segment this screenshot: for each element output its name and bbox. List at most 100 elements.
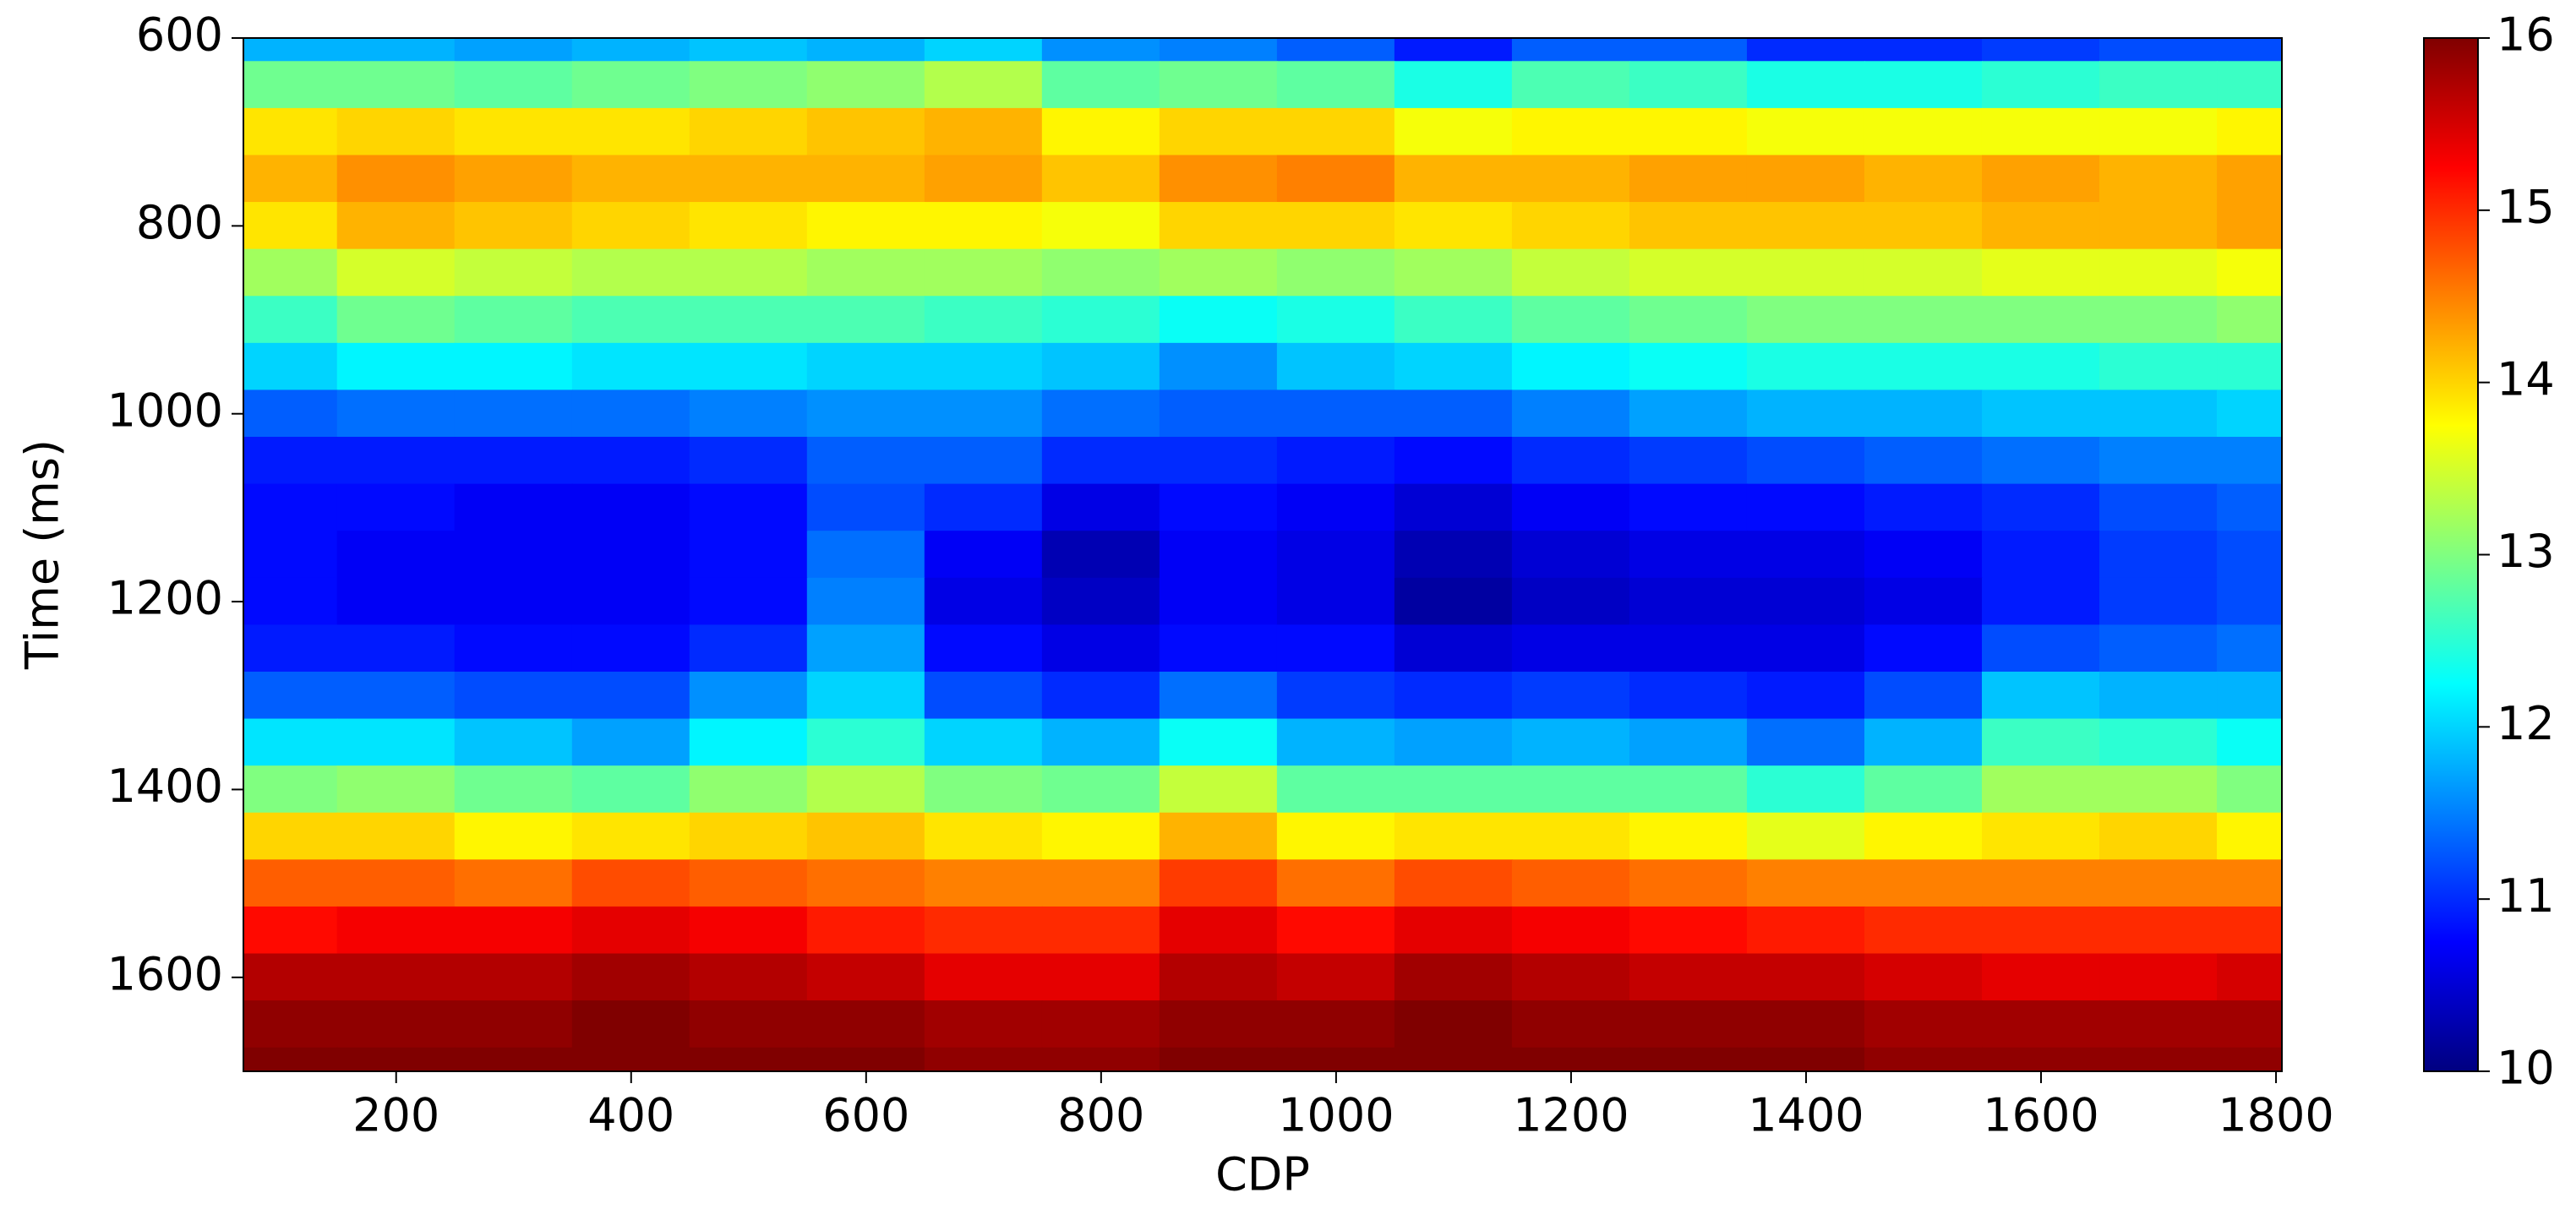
- heatmap-cell: [243, 248, 338, 297]
- heatmap-cell: [689, 577, 808, 626]
- heatmap-cell: [1511, 389, 1630, 438]
- heatmap-cell: [1864, 342, 1983, 391]
- heatmap-cell: [1041, 859, 1160, 907]
- heatmap-cell: [689, 61, 808, 109]
- heatmap-cell: [1981, 859, 2101, 907]
- heatmap-cell: [2217, 953, 2282, 1002]
- heatmap-cell: [243, 61, 338, 109]
- heatmap-cell: [806, 577, 925, 626]
- heatmap-cell: [1981, 38, 2101, 63]
- heatmap-cell: [1746, 61, 1865, 109]
- plot-frame: [243, 37, 2283, 1072]
- heatmap-cell: [243, 296, 338, 344]
- heatmap-cell: [2217, 248, 2282, 297]
- heatmap-cell: [924, 296, 1043, 344]
- heatmap-cell: [1981, 202, 2101, 250]
- heatmap-cell: [1394, 718, 1513, 767]
- heatmap-cell: [243, 953, 338, 1002]
- heatmap-cell: [924, 812, 1043, 861]
- heatmap-cell: [1159, 906, 1278, 955]
- heatmap-cell: [1864, 296, 1983, 344]
- heatmap-cell: [1629, 61, 1748, 109]
- heatmap-cell: [1629, 859, 1748, 907]
- heatmap-cell: [1511, 248, 1630, 297]
- heatmap-cell: [2217, 577, 2282, 626]
- heatmap-cell: [1159, 248, 1278, 297]
- heatmap-cell: [2217, 1047, 2282, 1071]
- heatmap-cell: [1629, 718, 1748, 767]
- heatmap-cell: [1981, 812, 2101, 861]
- heatmap-cell: [924, 1047, 1043, 1071]
- heatmap-cell: [806, 483, 925, 532]
- heatmap-cell: [1629, 765, 1748, 814]
- heatmap-cell: [1511, 155, 1630, 204]
- heatmap-cell: [243, 202, 338, 250]
- heatmap-cell: [336, 38, 456, 63]
- heatmap-cell: [1159, 296, 1278, 344]
- heatmap-cell: [1629, 671, 1748, 720]
- heatmap-cell: [454, 531, 573, 579]
- x-tick-label: 1600: [1983, 1089, 2098, 1142]
- heatmap-cell: [454, 38, 573, 63]
- heatmap-cell: [2099, 953, 2219, 1002]
- heatmap-cell: [1041, 61, 1160, 109]
- heatmap-cell: [336, 342, 456, 391]
- heatmap-cell: [243, 483, 338, 532]
- heatmap-cell: [1159, 812, 1278, 861]
- heatmap-cell: [806, 389, 925, 438]
- heatmap-cell: [243, 765, 338, 814]
- heatmap-cell: [1276, 812, 1395, 861]
- heatmap-cell: [1629, 531, 1748, 579]
- heatmap-cell: [1864, 61, 1983, 109]
- heatmap-cell: [689, 342, 808, 391]
- heatmap-cell: [924, 38, 1043, 63]
- heatmap-cell: [454, 248, 573, 297]
- heatmap-cell: [2099, 718, 2219, 767]
- heatmap-cell: [454, 859, 573, 907]
- heatmap-cell: [1159, 624, 1278, 673]
- heatmap-cell: [1276, 38, 1395, 63]
- heatmap-cell: [243, 1000, 338, 1048]
- y-tick-label: 1600: [107, 947, 223, 1000]
- x-tick-label: 800: [1057, 1089, 1144, 1142]
- heatmap-cell: [1276, 296, 1395, 344]
- heatmap-cell: [2217, 437, 2282, 485]
- heatmap-cell: [336, 718, 456, 767]
- heatmap-cell: [571, 342, 690, 391]
- heatmap-cell: [2217, 1000, 2282, 1048]
- heatmap-cell: [1746, 155, 1865, 204]
- heatmap-cell: [689, 389, 808, 438]
- heatmap-cell: [1746, 248, 1865, 297]
- colorbar-tick-label: 11: [2497, 869, 2555, 923]
- x-tick-label: 1400: [1748, 1089, 1864, 1142]
- heatmap-cell: [689, 1000, 808, 1048]
- heatmap-cell: [336, 483, 456, 532]
- heatmap-cell: [2099, 906, 2219, 955]
- heatmap-cell: [924, 671, 1043, 720]
- heatmap-cell: [1629, 248, 1748, 297]
- heatmap-cell: [243, 155, 338, 204]
- heatmap-cell: [689, 1047, 808, 1071]
- heatmap-cell: [1394, 107, 1513, 156]
- heatmap-cell: [1159, 671, 1278, 720]
- heatmap-cell: [454, 671, 573, 720]
- heatmap-cell: [1159, 859, 1278, 907]
- heatmap-cell: [1276, 389, 1395, 438]
- heatmap-cell: [1746, 296, 1865, 344]
- heatmap-cell: [1864, 531, 1983, 579]
- heatmap-cell: [1629, 296, 1748, 344]
- heatmap-cell: [571, 437, 690, 485]
- heatmap-cell: [1981, 531, 2101, 579]
- heatmap-cell: [689, 859, 808, 907]
- heatmap-cell: [1864, 671, 1983, 720]
- heatmap-cell: [571, 389, 690, 438]
- heatmap-cell: [1981, 624, 2101, 673]
- heatmap-cell: [1864, 248, 1983, 297]
- heatmap-cell: [689, 483, 808, 532]
- heatmap-cell: [1511, 342, 1630, 391]
- heatmap-cell: [1041, 342, 1160, 391]
- heatmap-cell: [1629, 624, 1748, 673]
- heatmap-cell: [2099, 1000, 2219, 1048]
- heatmap-cell: [806, 859, 925, 907]
